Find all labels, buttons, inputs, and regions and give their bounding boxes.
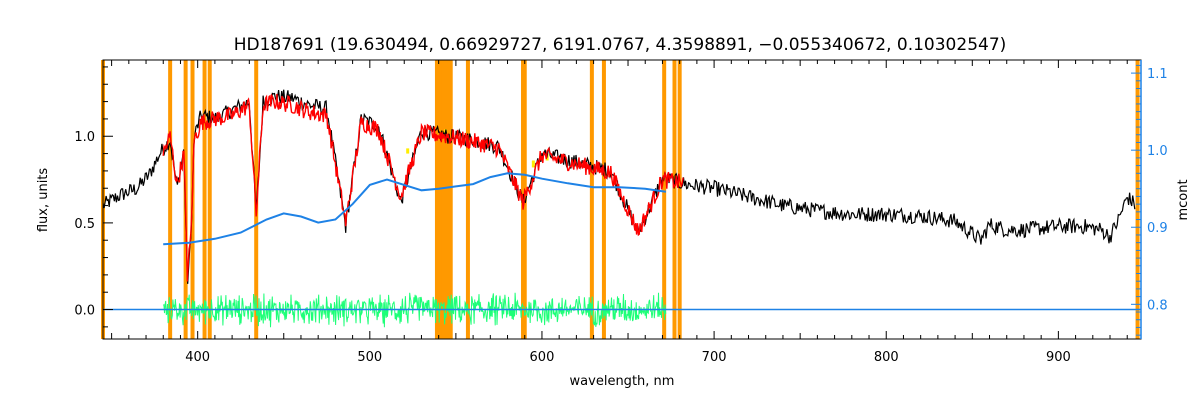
y-axis-right: 0.8 0.9 1.0 1.1 <box>1131 60 1168 339</box>
y-tick-label: 0.0 <box>74 304 95 319</box>
mask-band-4 <box>202 60 207 339</box>
series-lines <box>102 89 1141 328</box>
y-tick-label: 0.5 <box>74 217 95 232</box>
y2-tick-label: 1.0 <box>1147 144 1168 159</box>
mask-band-16 <box>601 60 606 339</box>
series-model <box>162 93 684 282</box>
mask-band-20 <box>1135 60 1140 339</box>
mask-band-5 <box>207 60 212 339</box>
y2-tick-label: 0.8 <box>1147 298 1168 313</box>
mask-band-11 <box>448 60 453 339</box>
y2-axis-label: mcont <box>1176 179 1191 220</box>
series-continuum <box>163 172 667 246</box>
mask-band-19 <box>677 60 682 339</box>
y2-tick-label: 1.1 <box>1147 67 1168 82</box>
mask-band-1 <box>168 60 173 339</box>
x-tick-label: 600 <box>530 350 555 365</box>
y-tick-label: 1.0 <box>74 130 95 145</box>
mask-band-7 <box>434 60 439 339</box>
series-residuals <box>162 292 667 328</box>
x-tick-label: 800 <box>874 350 899 365</box>
mask-band-15 <box>589 60 594 339</box>
mask-band-18 <box>672 60 677 339</box>
mask-band-10 <box>445 60 450 339</box>
mask-band-8 <box>438 60 443 339</box>
x-tick-label: 500 <box>357 350 382 365</box>
y-axis-left: 0.0 0.5 1.0 <box>74 66 113 328</box>
x-tick-label: 700 <box>702 350 727 365</box>
x-tick-label: 400 <box>185 350 210 365</box>
mask-band-12 <box>465 60 470 339</box>
x-tick-label: 900 <box>1046 350 1071 365</box>
x-axis-label: wavelength, nm <box>570 374 675 389</box>
mask-band-9 <box>441 60 446 339</box>
y2-tick-label: 0.9 <box>1147 221 1168 236</box>
y-axis-label: flux, units <box>36 168 51 233</box>
x-axis: 400 500 600 700 800 900 <box>111 60 1128 365</box>
chart-title: HD187691 (19.630494, 0.66929727, 6191.07… <box>234 35 1007 55</box>
mask-band-17 <box>662 60 667 339</box>
